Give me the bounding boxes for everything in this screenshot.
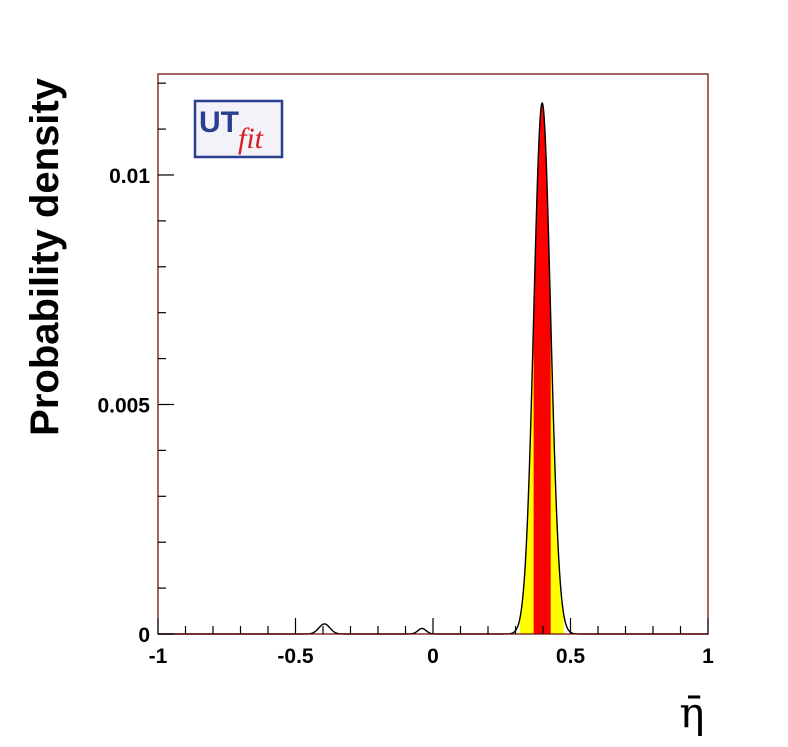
x-tick-label: 1 [702,645,714,668]
x-tick-label: -0.5 [277,645,314,668]
y-tick-label: 0.005 [97,394,150,417]
x-tick-label: 0 [427,645,439,668]
probability-bands [519,102,564,635]
y-tick-label: 0 [138,624,150,647]
utfit-logo: UT fit [193,99,284,159]
x-tick-label: 0.5 [556,645,586,668]
y-axis-title: Probability density [23,77,67,436]
x-tick-labels: -1 -0.5 0 0.5 1 [149,645,715,668]
axis-ticks [157,82,709,635]
logo-fit-text: fit [238,122,264,155]
x-tick-label: -1 [149,645,168,668]
band-1 [533,102,551,635]
density-curve [158,101,708,635]
y-tick-label: 0.01 [109,165,150,188]
y-tick-labels: 0 0.005 0.01 [97,165,150,647]
logo-ut-text: UT [199,106,239,139]
x-axis-title: η̄ [679,688,704,737]
